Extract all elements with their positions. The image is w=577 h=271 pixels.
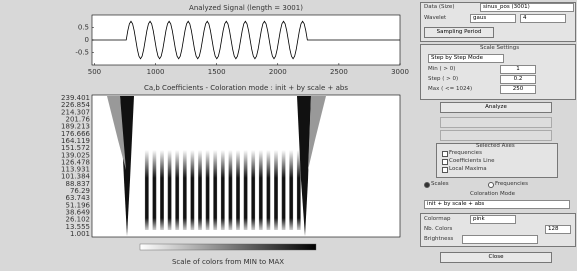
scale-label: 26.102 bbox=[66, 216, 91, 224]
x-tick-label: 1500 bbox=[208, 68, 226, 76]
scale-label: 226.854 bbox=[61, 101, 90, 109]
wavelet-family[interactable]: gaus bbox=[470, 14, 516, 23]
checkbox[interactable] bbox=[442, 151, 448, 157]
scale-label: 1.001 bbox=[70, 230, 90, 238]
coefficients-image bbox=[107, 96, 326, 236]
checkbox-label: Frequencies bbox=[449, 150, 482, 156]
scale-label: 63.743 bbox=[66, 194, 91, 202]
scale-label: 151.572 bbox=[61, 144, 90, 152]
data-value: sinus_pos (3001) bbox=[480, 3, 574, 12]
scale-label: 239.401 bbox=[61, 94, 90, 102]
scale-label: 38.649 bbox=[66, 209, 91, 217]
scale-label: 189.213 bbox=[61, 123, 90, 131]
disabled-button bbox=[440, 130, 552, 141]
scale-label: 101.384 bbox=[61, 173, 90, 181]
x-tick-label: 2500 bbox=[330, 68, 348, 76]
scale-label: 88.837 bbox=[66, 180, 91, 188]
y-tick-label: -0.5 bbox=[75, 49, 89, 57]
coloration-value[interactable]: init + by scale + abs bbox=[424, 200, 570, 209]
scale-label: 201.76 bbox=[66, 115, 91, 123]
y-tick-label: 0.5 bbox=[78, 24, 89, 32]
scale-settings-frame bbox=[420, 44, 576, 100]
min-label: Min ( > 0) bbox=[428, 66, 456, 72]
scale-label: 164.119 bbox=[61, 137, 90, 145]
x-tick-label: 3000 bbox=[391, 68, 409, 76]
signal-line bbox=[92, 20, 400, 60]
sampling-button[interactable]: Sampling Period bbox=[424, 27, 494, 38]
analyze-button[interactable]: Analyze bbox=[440, 102, 552, 113]
disabled-button bbox=[440, 117, 552, 128]
radio-button[interactable] bbox=[488, 182, 494, 188]
scale-label: 113.931 bbox=[61, 166, 90, 174]
signal-title: Analyzed Signal (length = 3001) bbox=[189, 4, 303, 12]
colormap-value[interactable]: pink bbox=[470, 215, 516, 224]
scale-label: 76.29 bbox=[70, 187, 90, 195]
nb-colors-value[interactable]: 128 bbox=[545, 225, 571, 234]
wavelet-label: Wavelet bbox=[424, 15, 447, 21]
selected-axes-frame bbox=[436, 143, 558, 178]
checkbox[interactable] bbox=[442, 167, 448, 173]
scale-label: 51.196 bbox=[66, 201, 91, 209]
step-label: Step ( > 0) bbox=[428, 76, 459, 82]
x-tick-label: 2000 bbox=[269, 68, 287, 76]
scale-label: 214.307 bbox=[61, 108, 90, 116]
x-tick-label: 500 bbox=[88, 68, 101, 76]
colorbar bbox=[139, 243, 317, 251]
selected-axes-title: Selected Axes bbox=[476, 143, 515, 149]
nb-colors-label: Nb. Colors bbox=[424, 226, 453, 232]
scale-label: 176.666 bbox=[61, 130, 90, 138]
y-tick-label: 0 bbox=[85, 36, 89, 44]
step-value[interactable]: 0.2 bbox=[500, 75, 536, 84]
scale-label: 13.555 bbox=[66, 223, 91, 231]
checkbox-label: Coefficients Line bbox=[449, 158, 495, 164]
brightness-slider[interactable] bbox=[462, 235, 538, 244]
radio-button[interactable] bbox=[424, 182, 430, 188]
coloration-title: Coloration Mode bbox=[470, 191, 515, 197]
colormap-label: Colormap bbox=[424, 216, 451, 222]
colorbar-label: Scale of colors from MIN to MAX bbox=[172, 258, 284, 266]
max-value[interactable]: 250 bbox=[500, 85, 536, 94]
scale-mode[interactable]: Step by Step Mode bbox=[428, 54, 504, 63]
wavelet-order[interactable]: 4 bbox=[520, 14, 566, 23]
radio-label: Scales bbox=[431, 181, 449, 187]
radio-label: Frequencies bbox=[495, 181, 528, 187]
checkbox-label: Local Maxima bbox=[449, 166, 487, 172]
x-tick-label: 1000 bbox=[147, 68, 165, 76]
data-label: Data (Size) bbox=[424, 4, 455, 10]
checkbox[interactable] bbox=[442, 159, 448, 165]
brightness-label: Brightness bbox=[424, 236, 454, 242]
coefficients-title: Ca,b Coefficients - Coloration mode : in… bbox=[144, 84, 348, 92]
close-button[interactable]: Close bbox=[440, 252, 552, 263]
min-value[interactable]: 1 bbox=[500, 65, 536, 74]
plot-area: Analyzed Signal (length = 3001) Ca,b Coe… bbox=[61, 4, 409, 266]
scale-label: 126.478 bbox=[61, 158, 90, 166]
scale-settings-title: Scale Settings bbox=[480, 45, 520, 51]
scale-label: 139.025 bbox=[61, 151, 90, 159]
max-label: Max ( <= 1024) bbox=[428, 86, 473, 92]
